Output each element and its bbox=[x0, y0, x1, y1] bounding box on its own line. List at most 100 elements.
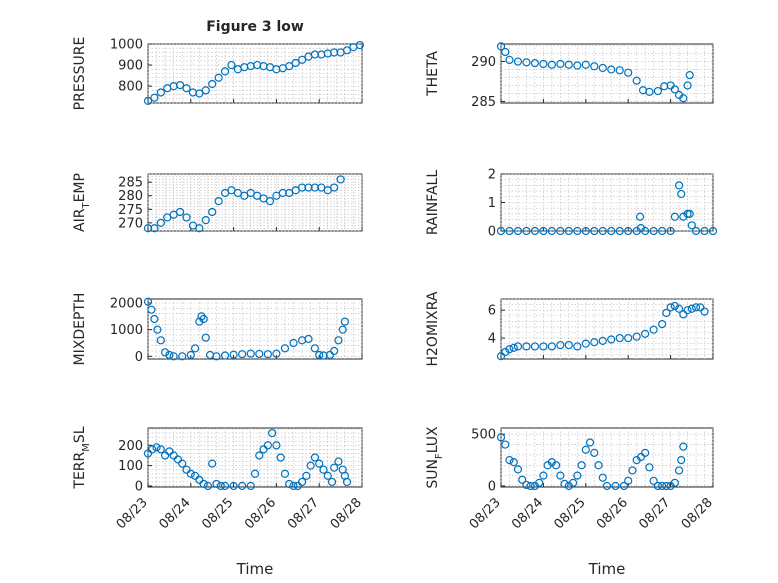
data-point bbox=[628, 466, 637, 475]
data-point bbox=[143, 297, 153, 306]
data-point bbox=[598, 473, 607, 482]
axes-box bbox=[147, 298, 363, 360]
data-point bbox=[556, 471, 565, 480]
data-point bbox=[556, 59, 565, 69]
data-point bbox=[649, 325, 658, 334]
data-point bbox=[645, 463, 654, 472]
data-point bbox=[302, 471, 311, 480]
data-point bbox=[658, 226, 667, 236]
axes-box bbox=[147, 173, 363, 232]
data-point bbox=[552, 461, 561, 470]
data-point bbox=[150, 314, 159, 324]
data-point bbox=[201, 216, 210, 225]
y-tick-label: 270 bbox=[118, 216, 143, 231]
data-point bbox=[539, 471, 548, 480]
data-point bbox=[190, 471, 200, 480]
data-point bbox=[560, 479, 569, 488]
data-point bbox=[670, 301, 679, 311]
data-point bbox=[513, 57, 523, 66]
data-point bbox=[297, 55, 307, 64]
data-point bbox=[153, 325, 162, 334]
data-point bbox=[624, 226, 633, 236]
data-point bbox=[272, 349, 281, 358]
data-point bbox=[147, 305, 156, 314]
data-point bbox=[685, 70, 694, 80]
x-axis-label: Time bbox=[236, 560, 274, 578]
data-point bbox=[687, 221, 696, 230]
data-point bbox=[581, 60, 590, 69]
data-point bbox=[539, 59, 548, 69]
data-point bbox=[674, 304, 684, 313]
data-point bbox=[590, 448, 599, 457]
data-point bbox=[315, 459, 324, 468]
data-point bbox=[186, 350, 195, 360]
data-point bbox=[624, 476, 633, 485]
data-point bbox=[526, 481, 535, 491]
data-point bbox=[513, 342, 523, 351]
data-point bbox=[547, 60, 556, 69]
data-point bbox=[505, 55, 514, 65]
data-point bbox=[306, 461, 315, 470]
y-tick-label: 800 bbox=[118, 80, 143, 95]
data-point bbox=[598, 226, 607, 236]
data-point bbox=[530, 59, 540, 68]
data-point bbox=[611, 481, 620, 491]
data-point bbox=[276, 453, 285, 462]
data-point bbox=[662, 308, 671, 318]
data-point bbox=[564, 340, 573, 350]
data-point bbox=[691, 303, 701, 312]
data-point bbox=[334, 457, 343, 466]
axes-box bbox=[500, 43, 714, 104]
data-point bbox=[615, 333, 624, 343]
data-point bbox=[143, 449, 153, 458]
data-point bbox=[535, 478, 544, 487]
y-axis-label: THETA bbox=[425, 51, 441, 97]
data-point bbox=[632, 76, 641, 85]
x-axis-label: Time bbox=[588, 560, 626, 578]
data-point bbox=[539, 226, 548, 236]
data-point bbox=[496, 42, 506, 51]
data-point bbox=[220, 351, 230, 360]
data-point bbox=[539, 342, 548, 351]
data-point bbox=[691, 226, 701, 236]
data-point bbox=[505, 455, 514, 465]
data-point bbox=[577, 461, 586, 470]
data-point bbox=[700, 307, 709, 316]
y-axis-label: H2OMIXRA bbox=[425, 291, 441, 366]
y-tick-label: 200 bbox=[118, 439, 143, 454]
x-tick-label: 08/26 bbox=[242, 495, 279, 532]
data-point bbox=[338, 325, 347, 334]
data-point bbox=[581, 226, 590, 236]
data-point bbox=[607, 226, 616, 236]
data-point bbox=[229, 350, 238, 359]
y-axis-label: MIXDEPTH bbox=[72, 293, 88, 366]
data-point bbox=[513, 465, 523, 474]
data-point bbox=[214, 197, 223, 206]
data-point bbox=[624, 333, 633, 343]
data-point bbox=[641, 226, 650, 236]
data-point bbox=[178, 459, 187, 468]
data-point bbox=[649, 226, 658, 236]
y-tick-label: 100 bbox=[118, 459, 143, 474]
data-point bbox=[590, 226, 599, 236]
data-point bbox=[564, 60, 573, 69]
data-point bbox=[208, 79, 217, 89]
data-point bbox=[683, 81, 692, 90]
data-point bbox=[509, 458, 518, 467]
data-point bbox=[304, 334, 313, 344]
data-point bbox=[700, 226, 709, 236]
data-point bbox=[619, 481, 629, 491]
y-axis-label: AIRTEMP bbox=[72, 173, 92, 232]
data-point bbox=[505, 226, 514, 236]
data-point bbox=[355, 40, 364, 50]
data-point bbox=[327, 477, 337, 487]
y-tick-label: 290 bbox=[471, 55, 496, 70]
y-tick-label: 1 bbox=[488, 196, 496, 211]
data-point bbox=[670, 212, 679, 221]
data-point bbox=[161, 451, 170, 460]
data-point bbox=[165, 447, 174, 456]
y-tick-label: 2 bbox=[488, 168, 496, 183]
subplot-mixdepth: 0 1000 2000 MIXDEPTH bbox=[72, 293, 363, 366]
subplot-pressure: 800 900 1000 PRESSURE Figure 3 low bbox=[72, 19, 364, 110]
y-tick-label: 0 bbox=[135, 479, 143, 494]
